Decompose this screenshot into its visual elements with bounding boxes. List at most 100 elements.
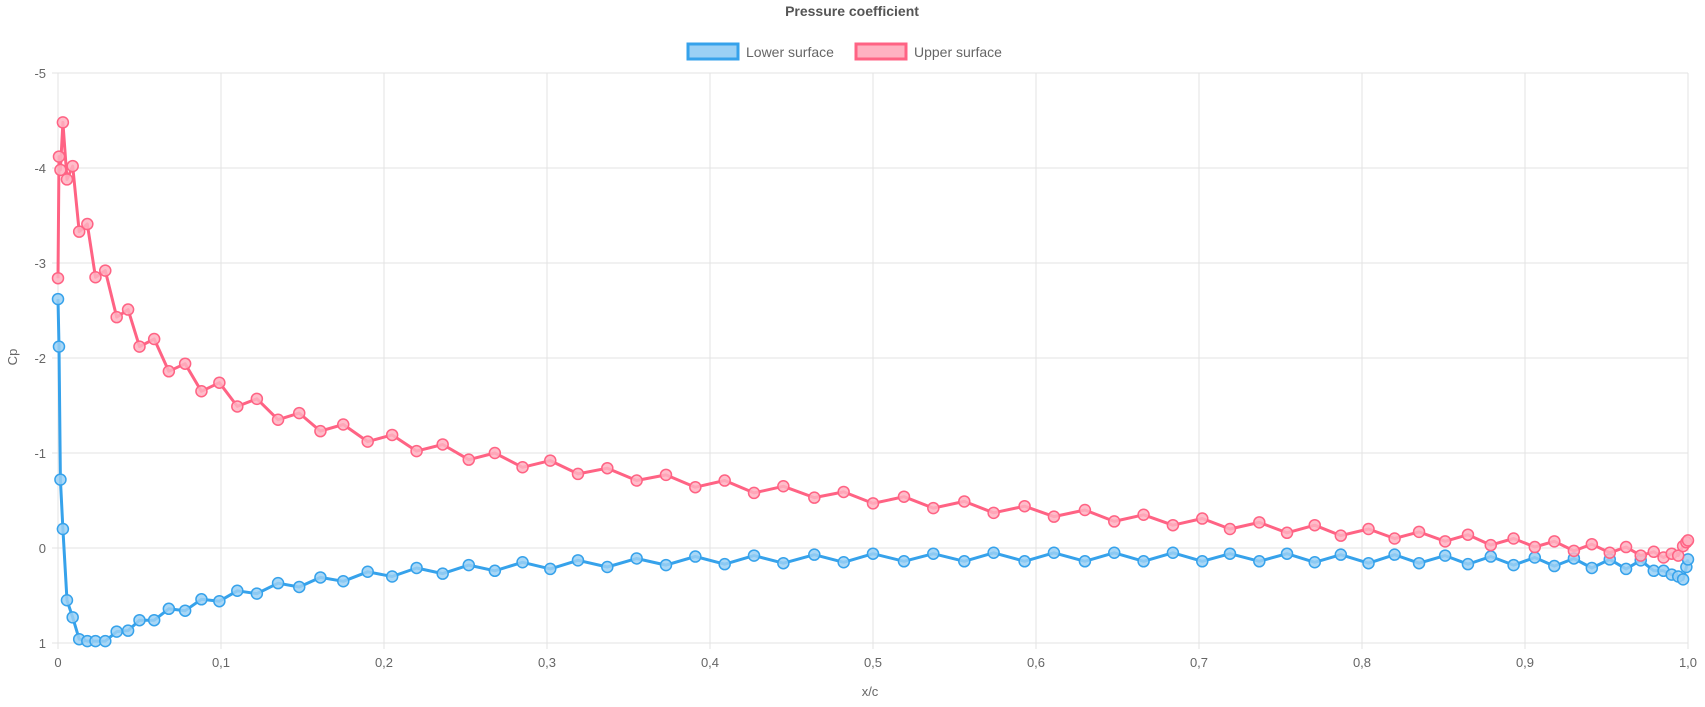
data-point-lower-surface[interactable] [1253, 555, 1266, 568]
data-point-lower-surface[interactable] [1484, 550, 1498, 563]
data-point-lower-surface[interactable] [1137, 555, 1150, 568]
data-point-upper-surface[interactable] [1461, 528, 1475, 541]
data-point-upper-surface[interactable] [1681, 534, 1695, 547]
data-point-lower-surface[interactable] [1308, 556, 1321, 569]
data-point-lower-surface[interactable] [462, 558, 476, 572]
data-point-upper-surface[interactable] [866, 497, 880, 510]
data-point-lower-surface[interactable] [897, 555, 911, 568]
data-point-lower-surface[interactable] [1461, 557, 1475, 571]
data-point-lower-surface[interactable] [51, 292, 65, 306]
data-point-upper-surface[interactable] [1438, 535, 1452, 548]
data-point-upper-surface[interactable] [1647, 545, 1661, 559]
data-point-upper-surface[interactable] [1585, 537, 1599, 551]
data-point-lower-surface[interactable] [659, 558, 673, 572]
data-point-upper-surface[interactable] [1484, 538, 1498, 552]
data-point-upper-surface[interactable] [601, 461, 614, 475]
data-point-lower-surface[interactable] [927, 547, 940, 560]
data-point-upper-surface[interactable] [314, 424, 327, 438]
data-point-upper-surface[interactable] [630, 474, 643, 487]
data-point-upper-surface[interactable] [110, 310, 123, 324]
data-point-lower-surface[interactable] [178, 604, 192, 617]
data-point-lower-surface[interactable] [630, 552, 643, 565]
data-point-lower-surface[interactable] [987, 546, 1000, 559]
data-point-lower-surface[interactable] [777, 556, 790, 570]
data-point-lower-surface[interactable] [52, 340, 66, 353]
data-point-upper-surface[interactable] [133, 340, 146, 353]
data-point-upper-surface[interactable] [488, 446, 502, 460]
data-point-lower-surface[interactable] [292, 580, 306, 594]
data-point-lower-surface[interactable] [1166, 546, 1180, 559]
data-point-upper-surface[interactable] [147, 332, 161, 346]
data-point-upper-surface[interactable] [51, 271, 65, 285]
data-point-upper-surface[interactable] [52, 150, 66, 163]
data-point-lower-surface[interactable] [1619, 562, 1633, 576]
data-point-lower-surface[interactable] [747, 549, 761, 562]
data-point-upper-surface[interactable] [1362, 522, 1375, 536]
data-point-upper-surface[interactable] [162, 365, 176, 378]
data-point-upper-surface[interactable] [361, 435, 374, 448]
data-point-lower-surface[interactable] [1507, 558, 1520, 572]
data-point-upper-surface[interactable] [1334, 529, 1348, 542]
data-point-upper-surface[interactable] [1603, 546, 1617, 559]
data-point-upper-surface[interactable] [1078, 503, 1092, 517]
data-point-upper-surface[interactable] [1107, 515, 1121, 528]
data-point-upper-surface[interactable] [81, 217, 94, 231]
data-point-lower-surface[interactable] [231, 584, 244, 597]
data-point-lower-surface[interactable] [718, 557, 731, 571]
data-point-upper-surface[interactable] [1548, 535, 1561, 548]
data-point-lower-surface[interactable] [385, 570, 399, 583]
data-point-upper-surface[interactable] [897, 490, 911, 503]
data-point-upper-surface[interactable] [1047, 510, 1061, 523]
data-point-lower-surface[interactable] [544, 562, 557, 576]
data-point-lower-surface[interactable] [436, 567, 449, 580]
data-point-lower-surface[interactable] [1018, 555, 1031, 568]
data-point-lower-surface[interactable] [147, 613, 161, 627]
data-point-lower-surface[interactable] [1438, 549, 1452, 562]
data-point-upper-surface[interactable] [1619, 540, 1633, 554]
data-point-lower-surface[interactable] [60, 594, 74, 607]
data-point-upper-surface[interactable] [66, 159, 79, 173]
data-point-upper-surface[interactable] [1137, 508, 1150, 521]
data-point-lower-surface[interactable] [689, 550, 702, 563]
data-point-upper-surface[interactable] [195, 385, 208, 398]
data-point-upper-surface[interactable] [1388, 532, 1401, 545]
data-point-lower-surface[interactable] [66, 611, 79, 624]
data-point-lower-surface[interactable] [1334, 548, 1348, 561]
data-point-upper-surface[interactable] [1308, 518, 1321, 532]
data-point-upper-surface[interactable] [987, 506, 1000, 520]
data-point-lower-surface[interactable] [1107, 546, 1121, 559]
data-point-lower-surface[interactable] [56, 522, 70, 536]
data-point-lower-surface[interactable] [162, 602, 176, 616]
data-point-upper-surface[interactable] [271, 413, 285, 426]
data-point-lower-surface[interactable] [1388, 548, 1401, 561]
data-point-lower-surface[interactable] [488, 564, 502, 578]
data-point-upper-surface[interactable] [385, 428, 399, 442]
data-point-lower-surface[interactable] [54, 473, 67, 486]
data-point-lower-surface[interactable] [808, 548, 821, 561]
legend[interactable]: Lower surface Upper surface [686, 42, 1002, 61]
data-point-lower-surface[interactable] [361, 565, 374, 578]
data-point-upper-surface[interactable] [958, 495, 971, 508]
data-point-lower-surface[interactable] [571, 554, 585, 567]
data-point-lower-surface[interactable] [1223, 547, 1237, 560]
data-point-upper-surface[interactable] [808, 491, 821, 504]
data-point-upper-surface[interactable] [1567, 544, 1581, 558]
data-point-lower-surface[interactable] [410, 561, 423, 575]
data-point-upper-surface[interactable] [1671, 549, 1685, 562]
data-point-upper-surface[interactable] [250, 392, 264, 406]
data-point-lower-surface[interactable] [121, 624, 135, 637]
data-point-upper-surface[interactable] [462, 453, 476, 466]
data-point-upper-surface[interactable] [1018, 499, 1031, 513]
data-point-upper-surface[interactable] [1412, 525, 1426, 539]
data-point-lower-surface[interactable] [195, 593, 208, 606]
data-point-upper-surface[interactable] [213, 376, 226, 389]
data-point-upper-surface[interactable] [927, 501, 940, 515]
data-point-upper-surface[interactable] [99, 264, 112, 277]
data-point-lower-surface[interactable] [866, 547, 880, 560]
data-point-upper-surface[interactable] [178, 357, 192, 370]
data-point-lower-surface[interactable] [1078, 555, 1092, 568]
data-point-upper-surface[interactable] [410, 444, 423, 458]
data-point-upper-surface[interactable] [837, 485, 850, 499]
data-point-upper-surface[interactable] [1223, 522, 1237, 536]
data-point-upper-surface[interactable] [54, 163, 67, 177]
